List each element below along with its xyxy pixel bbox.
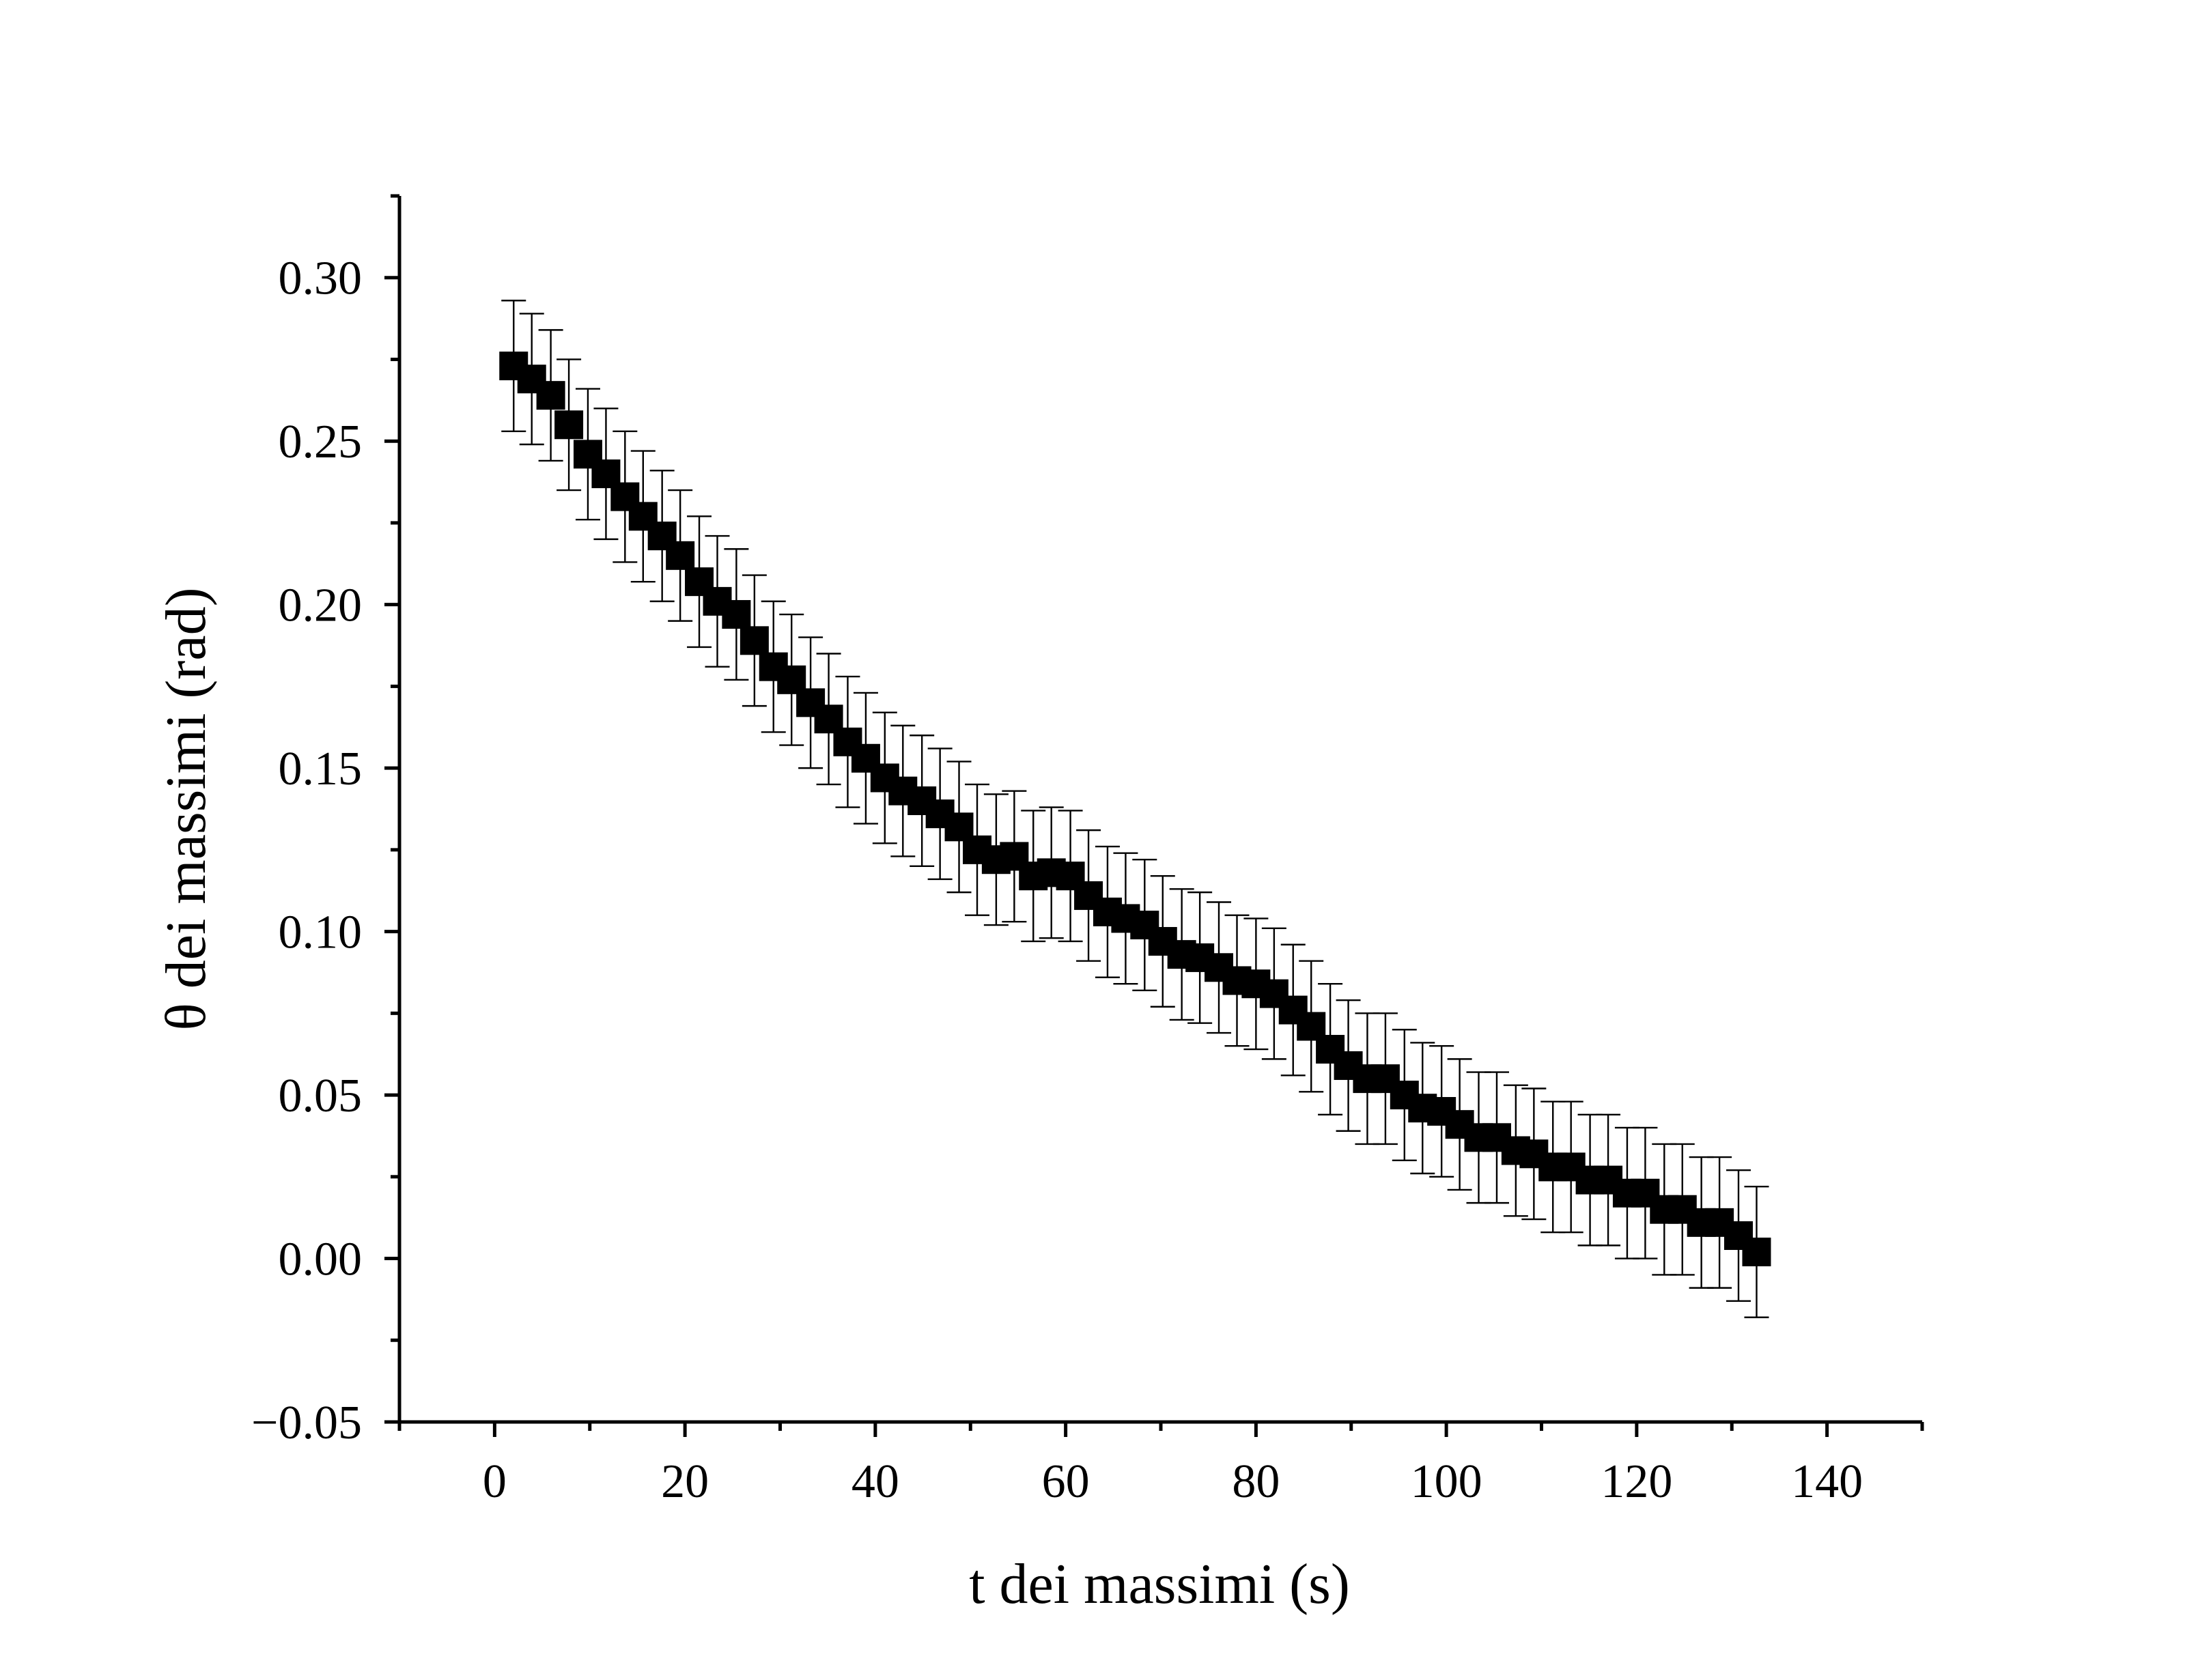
data-points <box>499 352 1771 1266</box>
plot-area: 0 20 40 60 80 100 120 140 −0.05 0.00 0.05 0.10 0.15… <box>251 194 1924 1508</box>
y-tick-label: −0.05 <box>251 1397 362 1449</box>
y-ticks: −0.05 0.00 0.05 0.10 0.15 0.20 0.25 0.30 <box>251 194 399 1449</box>
x-tick-label: 100 <box>1411 1455 1482 1508</box>
y-tick-label: 0.05 <box>279 1070 363 1122</box>
y-tick-label: 0.20 <box>279 580 363 632</box>
x-tick-label: 140 <box>1791 1455 1863 1508</box>
y-axis-label: θ dei massimi (rad) <box>154 587 218 1030</box>
y-tick-label: 0.25 <box>279 416 363 468</box>
data-point <box>1742 1237 1771 1266</box>
y-tick-label: 0.10 <box>279 907 363 959</box>
x-tick-label: 120 <box>1601 1455 1672 1508</box>
data-point <box>554 410 584 440</box>
x-tick-label: 80 <box>1232 1455 1280 1508</box>
data-point <box>740 626 769 655</box>
y-tick-label: 0.15 <box>279 743 363 795</box>
y-tick-label: 0.30 <box>279 253 363 305</box>
data-point <box>666 541 695 570</box>
x-ticks: 0 20 40 60 80 100 120 140 <box>397 1422 1924 1508</box>
x-axis-label: t dei massimi (s) <box>969 1552 1350 1616</box>
x-tick-label: 0 <box>483 1455 507 1508</box>
data-point <box>536 381 565 410</box>
x-tick-label: 40 <box>851 1455 899 1508</box>
y-tick-label: 0.00 <box>279 1234 363 1286</box>
data-point <box>722 600 751 629</box>
x-tick-label: 20 <box>661 1455 709 1508</box>
x-tick-label: 60 <box>1042 1455 1090 1508</box>
